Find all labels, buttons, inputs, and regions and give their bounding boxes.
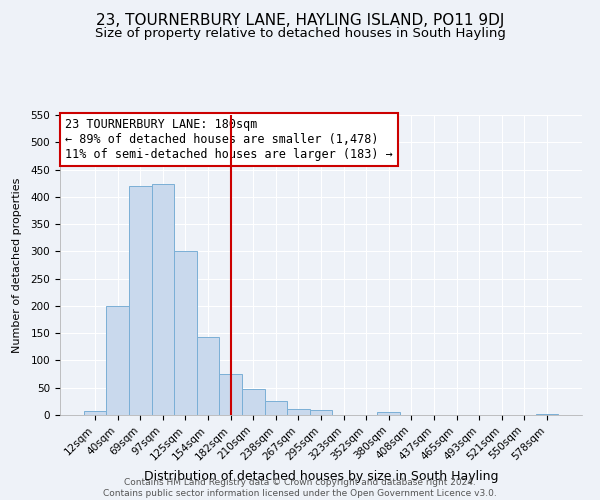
Bar [220, 374, 242, 415]
Bar [377, 412, 400, 415]
Text: 23 TOURNERBURY LANE: 180sqm
← 89% of detached houses are smaller (1,478)
11% of : 23 TOURNERBURY LANE: 180sqm ← 89% of det… [65, 118, 393, 161]
Bar [287, 409, 310, 415]
Bar [84, 410, 106, 415]
Bar [310, 410, 332, 415]
Bar [197, 337, 220, 415]
Y-axis label: Number of detached properties: Number of detached properties [12, 178, 22, 352]
Text: 23, TOURNERBURY LANE, HAYLING ISLAND, PO11 9DJ: 23, TOURNERBURY LANE, HAYLING ISLAND, PO… [96, 12, 504, 28]
Bar [152, 184, 174, 415]
Bar [536, 414, 558, 415]
Text: Contains HM Land Registry data © Crown copyright and database right 2024.
Contai: Contains HM Land Registry data © Crown c… [103, 478, 497, 498]
Bar [265, 402, 287, 415]
Text: Size of property relative to detached houses in South Hayling: Size of property relative to detached ho… [95, 28, 505, 40]
Bar [106, 306, 129, 415]
Bar [174, 252, 197, 415]
X-axis label: Distribution of detached houses by size in South Hayling: Distribution of detached houses by size … [144, 470, 498, 483]
Bar [242, 389, 265, 415]
Bar [129, 186, 152, 415]
